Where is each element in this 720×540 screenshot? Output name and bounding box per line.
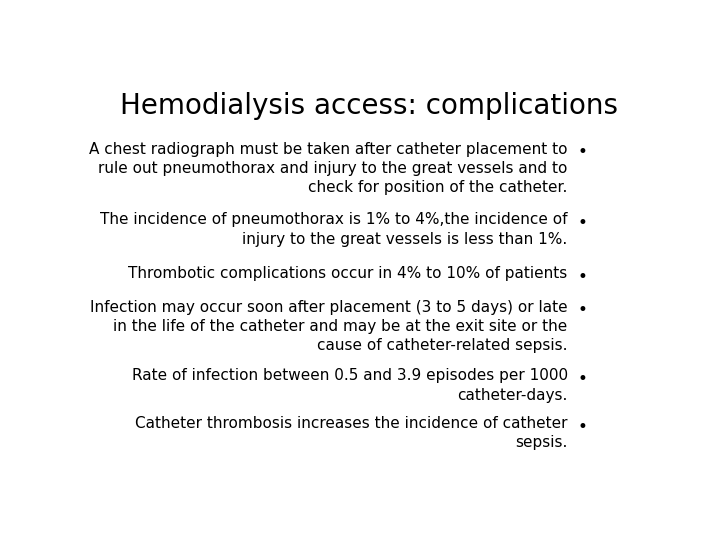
Text: •: • bbox=[577, 301, 587, 319]
Text: The incidence of pneumothorax is 1% to 4%,the incidence of
injury to the great v: The incidence of pneumothorax is 1% to 4… bbox=[100, 212, 567, 247]
Text: •: • bbox=[577, 268, 587, 286]
Text: •: • bbox=[577, 370, 587, 388]
Text: Hemodialysis access: complications: Hemodialysis access: complications bbox=[120, 92, 618, 120]
Text: Catheter thrombosis increases the incidence of catheter
sepsis.: Catheter thrombosis increases the incide… bbox=[135, 416, 567, 450]
Text: •: • bbox=[577, 214, 587, 232]
Text: Thrombotic complications occur in 4% to 10% of patients: Thrombotic complications occur in 4% to … bbox=[128, 266, 567, 281]
Text: Infection may occur soon after placement (3 to 5 days) or late
in the life of th: Infection may occur soon after placement… bbox=[90, 300, 567, 353]
Text: •: • bbox=[577, 144, 587, 161]
Text: A chest radiograph must be taken after catheter placement to
rule out pneumothor: A chest radiograph must be taken after c… bbox=[89, 141, 567, 195]
Text: •: • bbox=[577, 418, 587, 436]
Text: Rate of infection between 0.5 and 3.9 episodes per 1000
catheter-days.: Rate of infection between 0.5 and 3.9 ep… bbox=[132, 368, 567, 402]
